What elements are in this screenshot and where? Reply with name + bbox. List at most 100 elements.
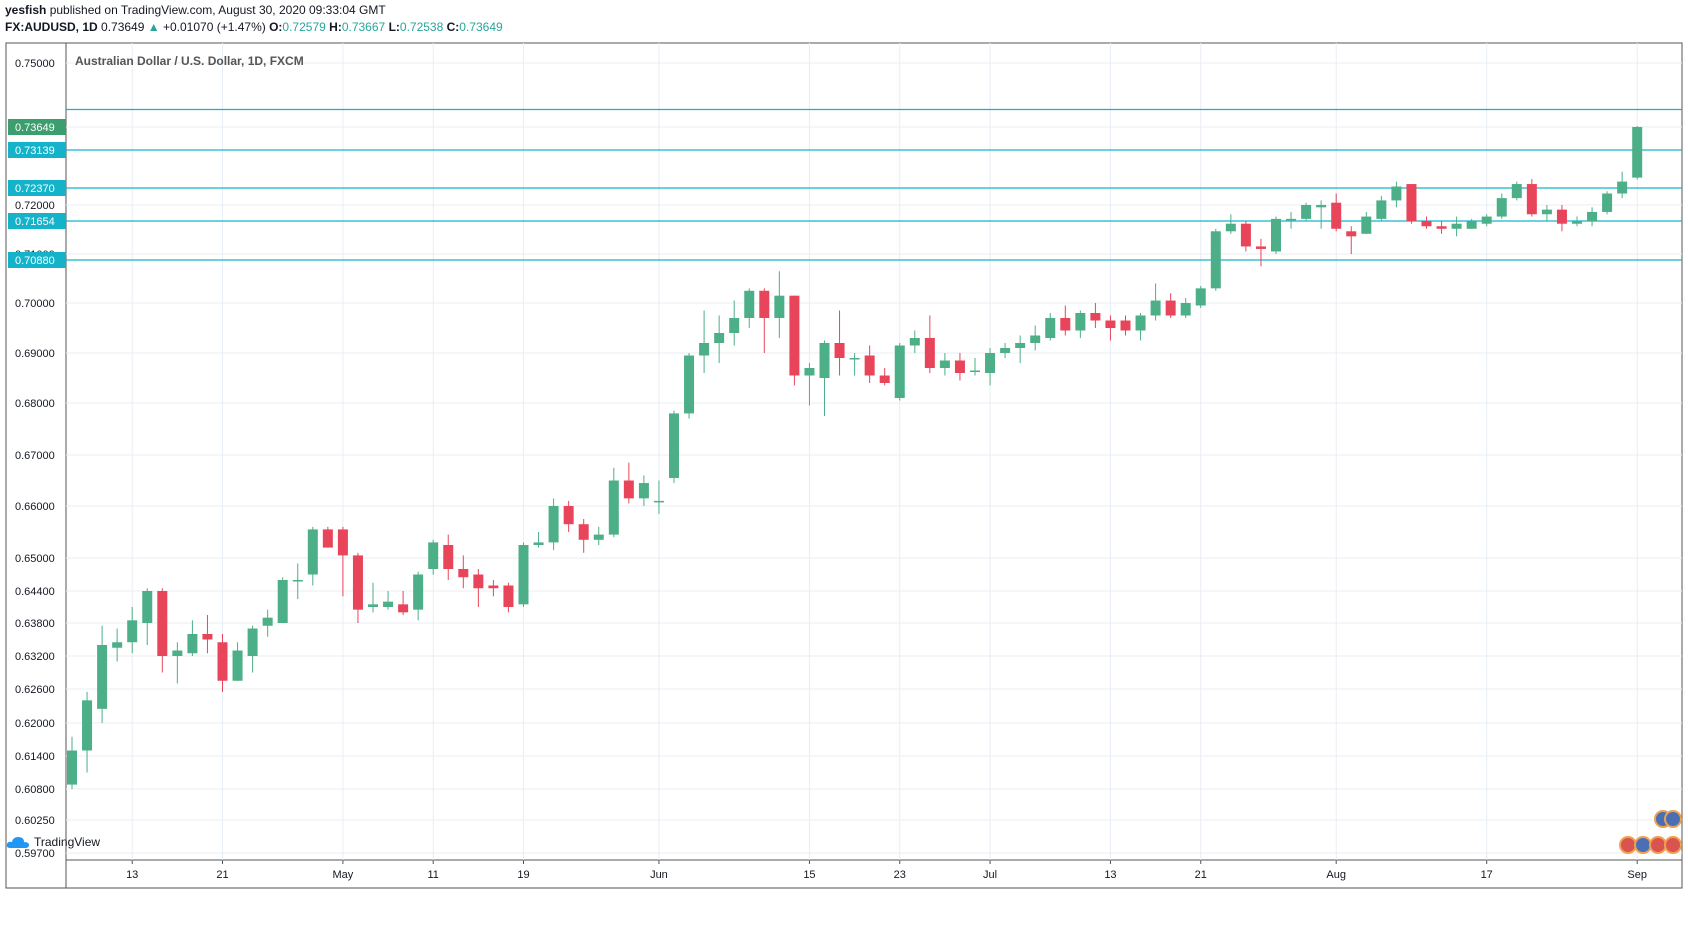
horizontal-levels[interactable] bbox=[66, 108, 1682, 261]
candle-body bbox=[1075, 313, 1086, 331]
candle-body bbox=[1225, 223, 1236, 232]
candle-body bbox=[759, 290, 770, 318]
candle-body bbox=[1331, 202, 1342, 229]
candle-body bbox=[1436, 226, 1447, 229]
candle-body bbox=[1045, 318, 1056, 338]
candle-down bbox=[1120, 315, 1131, 336]
time-tick-label: 17 bbox=[1481, 869, 1493, 881]
candle-body bbox=[1602, 193, 1613, 212]
candle-down bbox=[789, 295, 800, 386]
flag-icon[interactable] bbox=[1634, 836, 1652, 854]
candle-body bbox=[970, 370, 980, 372]
candle-body bbox=[774, 295, 785, 318]
time-tick-label: May bbox=[333, 869, 354, 881]
candle-body bbox=[112, 642, 123, 648]
candle-down bbox=[924, 315, 935, 373]
symbol-label[interactable]: FX:AUDUSD, 1D bbox=[5, 20, 98, 34]
candle-down bbox=[954, 353, 965, 381]
candle-down bbox=[1436, 221, 1447, 234]
open-label: O: bbox=[269, 20, 283, 34]
candle-body bbox=[1135, 315, 1146, 331]
candle-up bbox=[1391, 181, 1402, 208]
candle-up bbox=[819, 340, 830, 416]
candle-up bbox=[1030, 325, 1041, 351]
candle-up bbox=[82, 691, 93, 773]
candle-body bbox=[1526, 184, 1537, 215]
price-tick-label: 0.66000 bbox=[15, 501, 55, 513]
candle-up bbox=[1617, 171, 1628, 199]
flag-icon[interactable] bbox=[1664, 836, 1682, 854]
time-tick-label: 13 bbox=[1104, 869, 1116, 881]
time-tick-label: 11 bbox=[427, 869, 438, 881]
candle-down bbox=[1526, 179, 1537, 217]
high-value: 0.73667 bbox=[341, 20, 386, 34]
candle-body bbox=[985, 353, 996, 373]
time-axis[interactable]: 13 21 May 11 19 Jun 15 23 Jul 13 21 Aug 17 Sep bbox=[126, 860, 1647, 881]
candle-body bbox=[1195, 288, 1206, 306]
candle-up bbox=[1466, 218, 1477, 229]
candle-up bbox=[247, 625, 258, 673]
candle-up bbox=[638, 475, 649, 506]
price-tick-label: 0.73139 bbox=[15, 145, 55, 157]
candle-up bbox=[1045, 313, 1056, 341]
flag-icon[interactable] bbox=[1649, 836, 1667, 854]
candle-up bbox=[533, 532, 544, 548]
candle-up bbox=[1286, 211, 1297, 229]
candle-body bbox=[1105, 320, 1116, 328]
flag-icon[interactable] bbox=[1619, 836, 1637, 854]
candle-body bbox=[1090, 313, 1101, 321]
candle-body bbox=[1255, 246, 1266, 249]
candle-up bbox=[669, 410, 679, 484]
price-tick-label: 0.69000 bbox=[15, 348, 55, 360]
candle-up bbox=[1587, 207, 1598, 227]
candle-body bbox=[1180, 303, 1191, 316]
candle-down bbox=[488, 580, 499, 597]
candle-up bbox=[413, 571, 424, 621]
time-tick-label: 21 bbox=[1195, 869, 1207, 881]
last-price: 0.73649 bbox=[101, 20, 145, 34]
candle-body bbox=[383, 601, 394, 607]
price-tick-label: 0.65000 bbox=[15, 553, 55, 565]
candle-up bbox=[1316, 200, 1327, 229]
candle-body bbox=[1511, 184, 1522, 199]
tradingview-logo[interactable]: TradingView bbox=[6, 834, 100, 850]
candle-body bbox=[1015, 343, 1026, 348]
candle-body bbox=[127, 620, 138, 643]
candle-body bbox=[398, 604, 409, 613]
candle-up bbox=[1075, 310, 1086, 338]
publish-line: yesfish published on TradingView.com, Au… bbox=[5, 2, 503, 19]
candle-up bbox=[1496, 193, 1507, 219]
candle-body bbox=[1316, 205, 1327, 208]
candle-body bbox=[1240, 223, 1251, 247]
candle-body bbox=[924, 338, 935, 368]
candle-up bbox=[1150, 283, 1161, 321]
candle-down bbox=[834, 310, 845, 376]
candle-body bbox=[593, 534, 604, 540]
candle-up bbox=[97, 625, 108, 723]
candle-up bbox=[699, 310, 710, 373]
candle-body bbox=[669, 413, 679, 478]
candle-up bbox=[1511, 181, 1522, 201]
candle-up bbox=[1602, 191, 1613, 215]
low-label: L: bbox=[388, 20, 400, 34]
event-icons[interactable] bbox=[1619, 810, 1682, 854]
candle-body bbox=[187, 634, 198, 654]
candle-body bbox=[1466, 221, 1477, 229]
candle-up bbox=[172, 642, 183, 684]
price-axis[interactable]: 0.75000 0.73649 0.73139 0.72370 0.72000 0.716… bbox=[8, 58, 66, 860]
candle-body bbox=[1301, 205, 1312, 219]
candle-body bbox=[322, 529, 333, 548]
candle-down bbox=[337, 526, 348, 597]
candle-down bbox=[1406, 184, 1417, 224]
candle-body bbox=[789, 295, 800, 376]
candle-up bbox=[939, 353, 950, 376]
candle-body bbox=[473, 574, 484, 589]
publisher-name[interactable]: yesfish bbox=[5, 3, 47, 17]
candle-body bbox=[608, 480, 619, 535]
candle-up bbox=[1225, 214, 1236, 234]
low-value: 0.72538 bbox=[399, 20, 444, 34]
price-tick-label: 0.64400 bbox=[15, 586, 55, 598]
candle-up bbox=[985, 348, 996, 386]
flag-icon[interactable] bbox=[1664, 810, 1682, 828]
